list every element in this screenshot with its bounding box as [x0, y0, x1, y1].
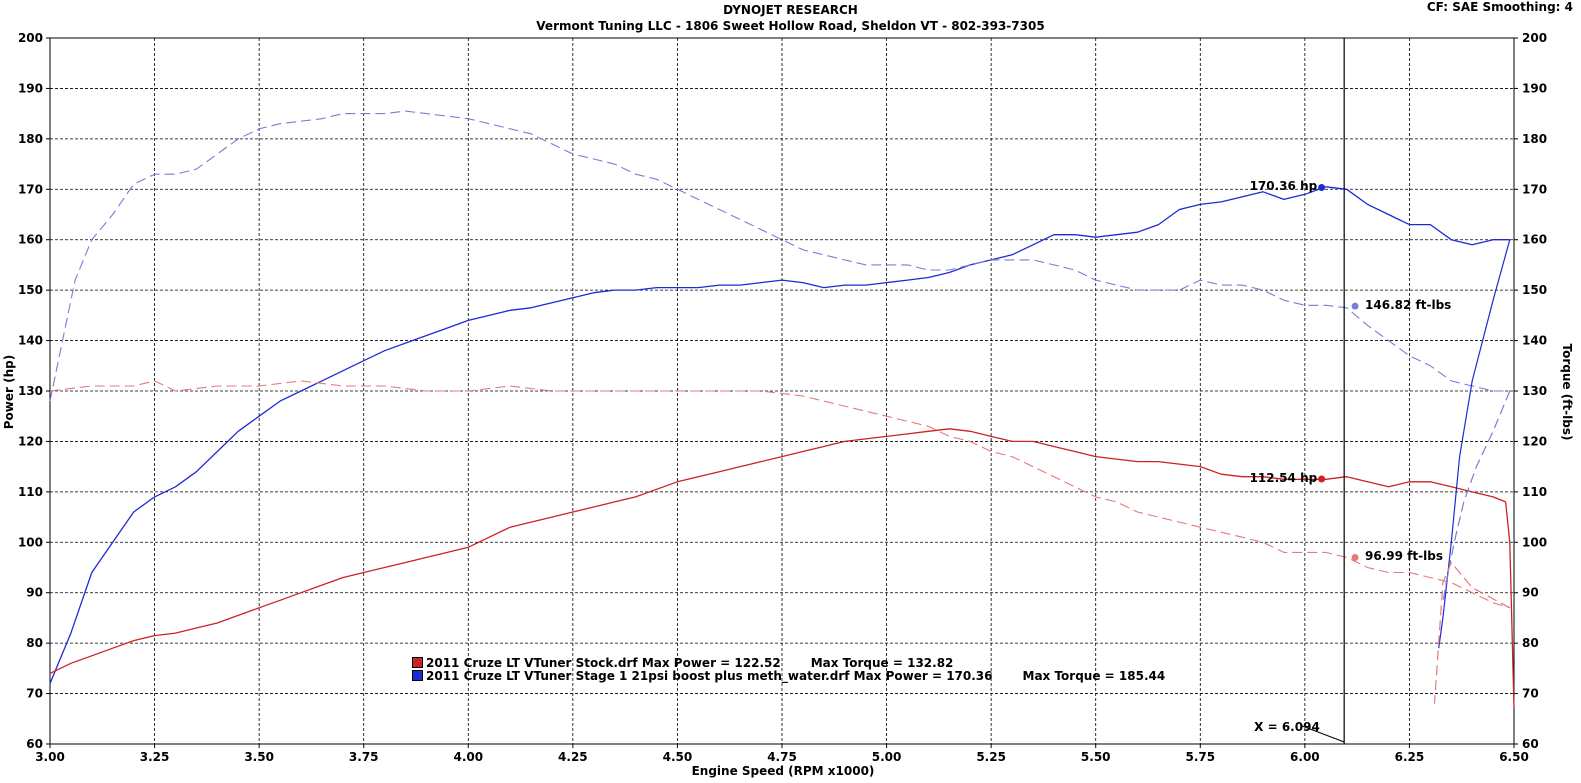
chart-title: DYNOJET RESEARCH	[723, 3, 858, 17]
markers	[1318, 183, 1359, 561]
y2-tick-label: 130	[1522, 384, 1547, 398]
y-tick-label: 80	[26, 636, 43, 650]
x-tick-label: 5.75	[1185, 750, 1215, 764]
marker-dot	[1351, 553, 1359, 561]
y-tick-label: 130	[18, 384, 43, 398]
cursor-readout: X = 6.094	[1254, 720, 1320, 734]
x-tick-label: 4.50	[663, 750, 693, 764]
series-drop-1	[1442, 390, 1511, 603]
y-tick-label: 200	[18, 31, 43, 45]
marker-label-stock-torque: 96.99 ft-lbs	[1365, 549, 1443, 564]
marker-dot	[1318, 183, 1326, 191]
y-axis-label: Power (hp)	[2, 355, 16, 429]
legend-max-power-stock: Max Power = 122.52	[641, 656, 781, 670]
y-tick-label: 60	[26, 737, 43, 751]
y2-tick-label: 80	[1522, 636, 1539, 650]
legend-file-stage1: 2011 Cruze LT VTuner Stage 1 21psi boost…	[426, 669, 850, 683]
marker-label-stage1-torque: 146.82 ft-lbs	[1365, 298, 1452, 313]
y2-tick-label: 200	[1522, 31, 1547, 45]
y2-tick-label: 190	[1522, 81, 1547, 95]
y2-tick-label: 70	[1522, 687, 1539, 701]
cursor	[1301, 38, 1345, 744]
y2-axis-label: Torque (ft-lbs)	[1560, 344, 1574, 441]
y-tick-label: 90	[26, 586, 43, 600]
y2-tick-label: 140	[1522, 334, 1547, 348]
x-tick-label: 3.75	[349, 750, 379, 764]
y2-tick-label: 120	[1522, 434, 1547, 448]
y-tick-label: 100	[18, 535, 43, 549]
y2-tick-label: 180	[1522, 132, 1547, 146]
x-tick-label: 6.00	[1290, 750, 1320, 764]
series-drop-0	[1438, 239, 1511, 649]
series-drop-2	[1433, 561, 1511, 704]
y-tick-label: 110	[18, 485, 43, 499]
y2-tick-label: 150	[1522, 283, 1547, 297]
y-tick-label: 190	[18, 81, 43, 95]
y-tick-label: 180	[18, 132, 43, 146]
correction-factor-info: CF: SAE Smoothing: 4	[1426, 0, 1573, 14]
chart-subtitle: Vermont Tuning LLC - 1806 Sweet Hollow R…	[536, 19, 1045, 33]
legend-max-power-stage1: Max Power = 170.36	[853, 669, 993, 683]
x-tick-label: 4.00	[453, 750, 483, 764]
x-tick-label: 6.50	[1499, 750, 1529, 764]
y2-tick-label: 110	[1522, 485, 1547, 499]
x-tick-label: 5.00	[872, 750, 902, 764]
x-tick-label: 4.75	[767, 750, 797, 764]
series-lines	[49, 110, 1515, 709]
legend-swatch-stage1	[412, 670, 423, 681]
y-tick-label: 170	[18, 182, 43, 196]
y-tick-label: 120	[18, 434, 43, 448]
legend-file-stock: 2011 Cruze LT VTuner Stock.drf	[426, 656, 638, 670]
legend-max-torque-stage1: Max Torque = 185.44	[1022, 669, 1166, 683]
x-axis-label: Engine Speed (RPM x1000)	[692, 764, 875, 778]
series-line-2	[49, 428, 1515, 709]
y2-tick-label: 170	[1522, 182, 1547, 196]
legend-swatch-stock	[412, 657, 423, 668]
y-tick-label: 140	[18, 334, 43, 348]
axis-ticks: 3.00 3.25 3.50 3.75 4.00 4.25 4.50 4.75 5.00 5.25…	[18, 31, 1547, 764]
cursor-pointer	[1301, 725, 1345, 743]
y-tick-label: 160	[18, 233, 43, 247]
series-line-1	[49, 110, 1510, 402]
x-tick-label: 6.25	[1395, 750, 1425, 764]
y-tick-label: 70	[26, 687, 43, 701]
x-tick-label: 4.25	[558, 750, 588, 764]
legend-entry-stock: 2011 Cruze LT VTuner Stock.drf Max Power…	[412, 656, 953, 670]
series-line-0	[49, 186, 1510, 684]
marker-label-stock-power: 112.54 hp	[1249, 471, 1318, 486]
series-line-3	[49, 380, 1510, 609]
y2-tick-label: 60	[1522, 737, 1539, 751]
legend-entry-stage1: 2011 Cruze LT VTuner Stage 1 21psi boost…	[412, 669, 1165, 683]
marker-dot	[1351, 302, 1359, 310]
y2-tick-label: 90	[1522, 586, 1539, 600]
x-tick-label: 3.00	[35, 750, 65, 764]
legend-max-torque-stock: Max Torque = 132.82	[810, 656, 954, 670]
y-tick-label: 150	[18, 283, 43, 297]
marker-label-stage1-power: 170.36 hp	[1249, 179, 1318, 194]
x-tick-label: 3.25	[140, 750, 170, 764]
x-tick-label: 5.50	[1081, 750, 1111, 764]
marker-dot	[1318, 475, 1326, 483]
x-tick-label: 5.25	[976, 750, 1006, 764]
grid	[49, 37, 1515, 745]
y2-tick-label: 100	[1522, 535, 1547, 549]
x-tick-label: 3.50	[244, 750, 274, 764]
y2-tick-label: 160	[1522, 233, 1547, 247]
